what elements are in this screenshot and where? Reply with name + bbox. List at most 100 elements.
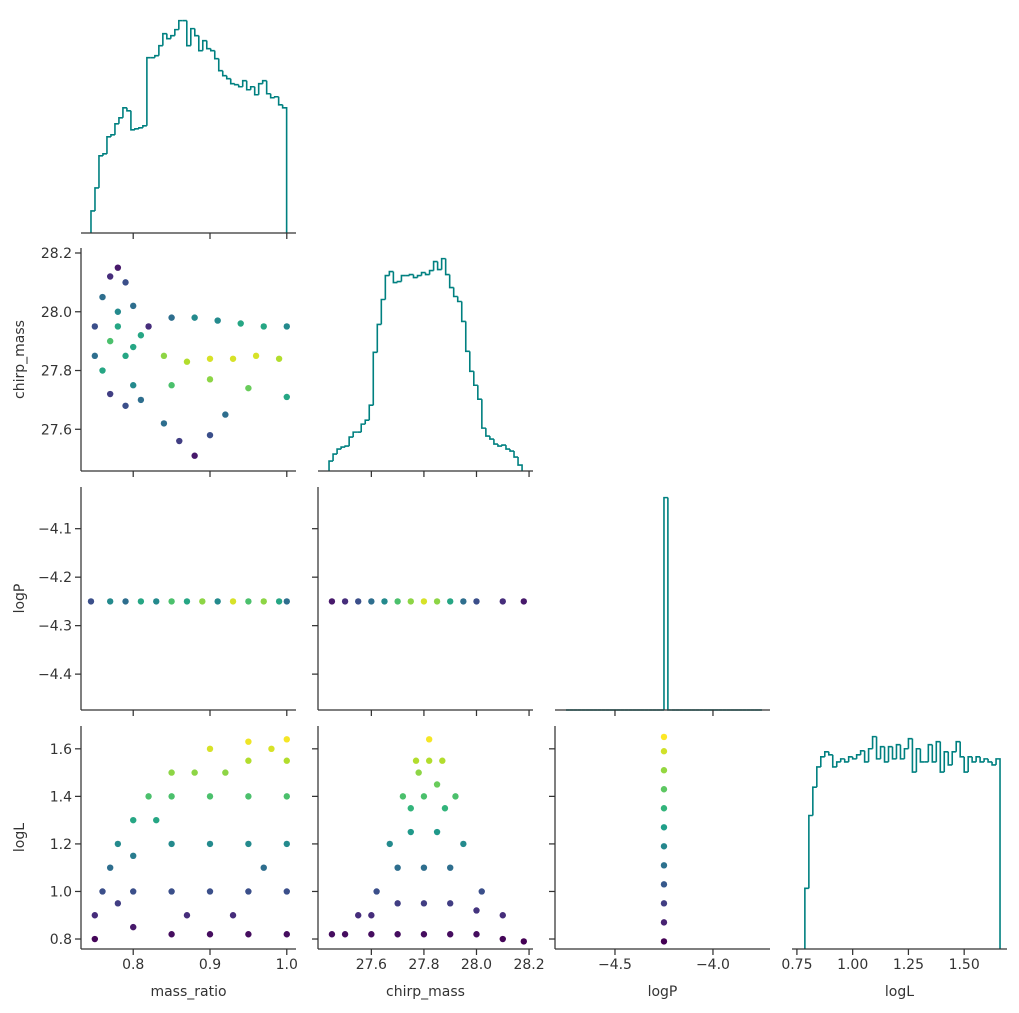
histogram-step [412, 274, 418, 279]
histogram-step [663, 496, 668, 710]
histogram-step [146, 56, 151, 126]
scatter-point [145, 323, 152, 330]
histogram-step [915, 747, 921, 773]
histogram-step [209, 48, 215, 52]
scatter-point [420, 793, 428, 800]
y-tick-label: 27.6 [41, 422, 72, 438]
scatter-point [425, 736, 433, 743]
scatter-point [660, 881, 668, 888]
histogram-step [360, 423, 366, 433]
scatter-point [260, 864, 267, 871]
scatter-point [245, 888, 252, 895]
scatter-point [168, 382, 175, 389]
y-tick-label: 1.6 [50, 742, 72, 758]
histogram-step [939, 741, 945, 773]
y-tick-label: 0.8 [50, 932, 72, 948]
histogram-step [106, 136, 111, 154]
histogram-step [995, 758, 1001, 949]
histogram-step [130, 110, 135, 131]
scatter-point [245, 598, 252, 605]
y-tick-label: 27.8 [41, 364, 72, 380]
scatter-point [283, 888, 290, 895]
histogram-step [368, 404, 374, 421]
scatter-panel: 27.6 27.8 28.0 28.2 chirp_mass [312, 726, 545, 1000]
scatter-point [473, 907, 480, 914]
scatter-point [122, 352, 129, 360]
scatter-point [191, 769, 198, 776]
scatter-point [260, 323, 267, 330]
x-tick-label: 28.0 [461, 957, 492, 973]
scatter-point [386, 840, 393, 848]
scatter-point [91, 323, 99, 330]
scatter-point [199, 598, 206, 605]
scatter-point [447, 598, 454, 605]
histogram-step [473, 371, 478, 387]
histogram-panel [555, 496, 770, 716]
histogram-step [102, 153, 107, 156]
scatter-point [420, 900, 428, 907]
scatter-point [237, 320, 244, 327]
scatter-point [283, 840, 290, 848]
histogram-step [903, 747, 909, 759]
histogram-panel [81, 19, 296, 239]
histogram-step [935, 740, 941, 762]
histogram-step [396, 280, 402, 283]
y-tick-label: 1.0 [50, 884, 72, 900]
histogram-step [193, 28, 199, 37]
scatter-point [368, 931, 375, 938]
histogram-step [963, 756, 969, 773]
scatter-point [660, 900, 668, 907]
histogram-step [440, 257, 446, 270]
scatter-point [183, 358, 191, 365]
histogram-step [90, 210, 95, 233]
histogram-step [907, 737, 913, 749]
histogram-step [983, 758, 989, 762]
scatter-point [122, 279, 129, 286]
scatter-point [137, 598, 145, 605]
scatter-point [222, 769, 229, 776]
y-axis-label: logL [12, 823, 28, 852]
scatter-point [130, 923, 137, 931]
histogram-step [380, 298, 386, 325]
scatter-panel: 0.8 0.9 1.0 0.8 1.0 1.2 1.4 1.6 mass_ratio logL [12, 726, 298, 1000]
scatter-point [499, 935, 506, 943]
scatter-point [268, 745, 275, 753]
scatter-point [283, 393, 290, 401]
histogram-step [827, 751, 833, 756]
scatter-point [499, 598, 506, 605]
scatter-point [245, 757, 252, 764]
histogram-step [118, 116, 123, 124]
histogram-step [489, 436, 494, 440]
y-tick-label: −4.2 [38, 570, 72, 586]
histogram-step [816, 766, 821, 788]
histogram-step [839, 758, 845, 762]
histogram-step [420, 271, 426, 276]
scatter-point [168, 314, 175, 321]
scatter-point [137, 396, 145, 404]
histogram-step [931, 744, 937, 763]
histogram-step [384, 274, 390, 300]
scatter-point [283, 736, 290, 743]
scatter-point [499, 912, 506, 919]
y-tick-label: −4.3 [38, 619, 72, 635]
histogram-step [667, 497, 672, 711]
scatter-point [275, 598, 283, 605]
scatter-point [114, 264, 122, 271]
scatter-point [206, 840, 214, 848]
histogram-step [867, 747, 873, 762]
histogram-step [332, 453, 338, 462]
histogram-step [178, 19, 183, 30]
x-tick-label: 1.50 [949, 957, 980, 973]
histogram-step [448, 274, 454, 289]
scatter-point [433, 781, 441, 788]
x-axis-label: chirp_mass [386, 984, 465, 1000]
histogram-step [225, 75, 231, 80]
scatter-point [425, 757, 433, 764]
scatter-point [407, 805, 414, 812]
scatter-point [153, 816, 160, 824]
scatter-point [283, 757, 290, 764]
x-tick-label: 1.0 [276, 957, 298, 973]
scatter-point [206, 888, 214, 895]
scatter-point [420, 598, 428, 605]
scatter-point [160, 420, 168, 427]
